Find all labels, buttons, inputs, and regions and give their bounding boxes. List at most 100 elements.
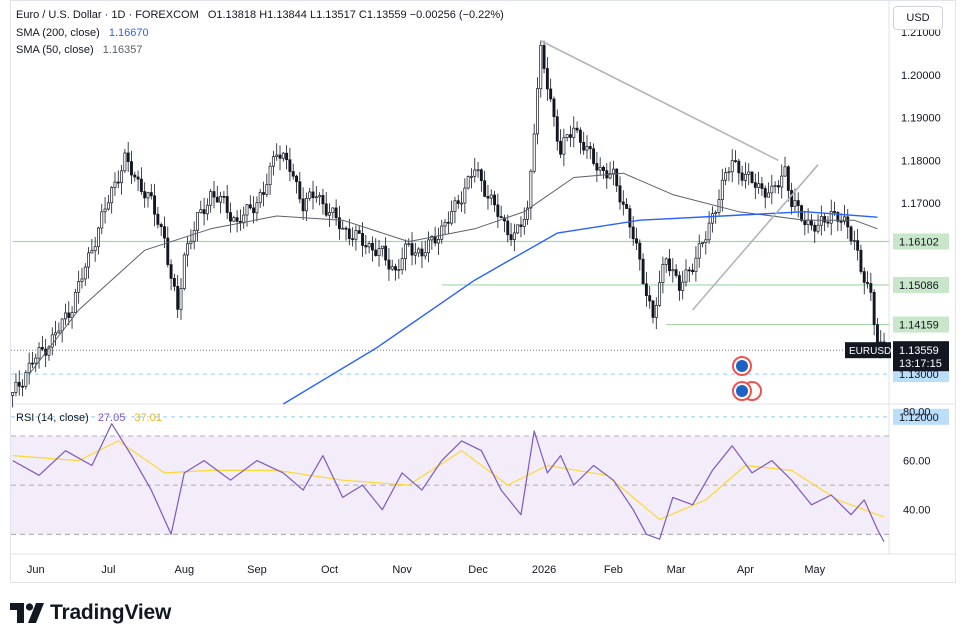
candle-body: [97, 227, 100, 248]
candle-body: [182, 254, 186, 289]
dashed-level-label-text: 1.12000: [899, 412, 939, 424]
candle-body: [417, 248, 421, 254]
candle-body: [67, 312, 71, 318]
currency-button[interactable]: USD: [893, 6, 943, 30]
price-axis-tick: 1.20000: [901, 70, 941, 82]
chart-frame[interactable]: 1.21000 1.20000 1.19000 1.18000 1.17000 1.161…: [10, 0, 956, 583]
candle-body: [628, 208, 632, 228]
candle-body: [499, 216, 503, 219]
candle-body: [357, 230, 361, 234]
candle-body: [836, 211, 840, 222]
candle-body: [215, 196, 219, 203]
level-label-box: [893, 276, 949, 293]
candle-body: [704, 239, 708, 243]
candle-body: [24, 372, 28, 387]
rsi-axis-tick: 60.00: [903, 456, 931, 468]
candle-body: [588, 146, 592, 150]
candle-body: [209, 191, 213, 206]
candle-body: [859, 249, 863, 272]
candle-body: [809, 219, 813, 226]
candle-body: [60, 318, 64, 332]
candle-body: [737, 160, 741, 174]
candle-body: [14, 381, 18, 393]
candle-body: [423, 252, 427, 257]
candle-body: [760, 183, 764, 189]
candle-body: [470, 175, 473, 178]
candle-body: [641, 258, 645, 285]
candle-body: [747, 171, 751, 175]
candle-body: [753, 182, 757, 188]
candle-body: [763, 188, 767, 198]
header-row-rsi[interactable]: RSI (14, close) 27.05 37.01: [16, 412, 162, 424]
candle-body: [222, 196, 226, 198]
candle-body: [796, 200, 800, 206]
candle-body: [54, 332, 58, 336]
candle-body: [275, 154, 279, 157]
candle-body: [87, 252, 91, 268]
candle-body: [677, 275, 681, 291]
header-row-sma50[interactable]: SMA (50, close) 1.16357: [16, 44, 142, 56]
candle-body: [532, 133, 536, 172]
triangle-upper-trendline: [540, 40, 779, 162]
candle-body: [545, 68, 549, 90]
candle-body: [608, 173, 612, 179]
candle-body: [529, 170, 533, 209]
candle-body: [697, 243, 701, 259]
triangle-lower-trendline: [691, 164, 819, 311]
candle-body: [354, 230, 358, 240]
candle-body: [770, 185, 774, 194]
candle-body: [694, 257, 698, 273]
time-axis-month: Feb: [604, 564, 623, 576]
candle-body: [671, 269, 675, 272]
candle-body: [829, 211, 833, 224]
candle-body: [255, 202, 259, 214]
candle-body: [410, 243, 414, 256]
candle-body: [126, 152, 130, 162]
candle-body: [651, 300, 655, 318]
candle-body: [27, 362, 31, 373]
sma50-label: SMA (50, close): [16, 44, 94, 56]
rsi-band: [11, 435, 889, 535]
rsi-axis-tick: 80.00: [903, 406, 931, 418]
header-row-sma200[interactable]: SMA (200, close) 1.16670: [16, 27, 149, 39]
candle-body: [562, 137, 566, 155]
time-axis-month: Aug: [175, 564, 195, 576]
sma200-line: [282, 210, 878, 405]
candle-body: [252, 207, 256, 214]
time-axis-month: Dec: [468, 564, 488, 576]
rsi-axis-tick: 40.00: [903, 505, 931, 517]
candle-body: [750, 171, 754, 183]
candle-body: [377, 248, 381, 257]
candle-body: [856, 240, 860, 251]
level-label-box: [893, 233, 949, 250]
candle-body: [661, 264, 665, 284]
candle-body: [351, 238, 355, 241]
event-marker-inner: [736, 385, 748, 397]
candle-body: [740, 172, 744, 181]
time-axis-month: Mar: [667, 564, 686, 576]
candle-body: [450, 211, 454, 224]
candle-body: [466, 176, 470, 189]
candle-body: [852, 240, 856, 242]
candle-body: [337, 217, 341, 230]
candle-body: [816, 224, 820, 232]
tradingview-logo[interactable]: TradingView: [10, 600, 171, 626]
chart-svg[interactable]: 1.21000 1.20000 1.19000 1.18000 1.17000 1.161…: [11, 1, 955, 582]
candle-body: [813, 224, 817, 232]
candle-body: [823, 216, 827, 223]
candle-body: [869, 283, 873, 293]
candle-body: [199, 209, 203, 213]
time-axis-month: Jul: [101, 564, 115, 576]
candle-body: [285, 152, 289, 161]
candle-body: [479, 169, 483, 182]
price-axis-tick: 1.21000: [901, 27, 941, 39]
candle-body: [463, 187, 467, 204]
candle-body: [110, 187, 114, 204]
candle-body: [724, 172, 728, 181]
candle-body: [569, 134, 572, 138]
symbol-title: Euro / U.S. Dollar · 1D · FOREXCOM: [16, 9, 199, 21]
symbol-tag-box: [845, 342, 891, 359]
candle-body: [262, 192, 265, 195]
candle-body: [872, 292, 876, 325]
candle-body: [496, 204, 500, 217]
